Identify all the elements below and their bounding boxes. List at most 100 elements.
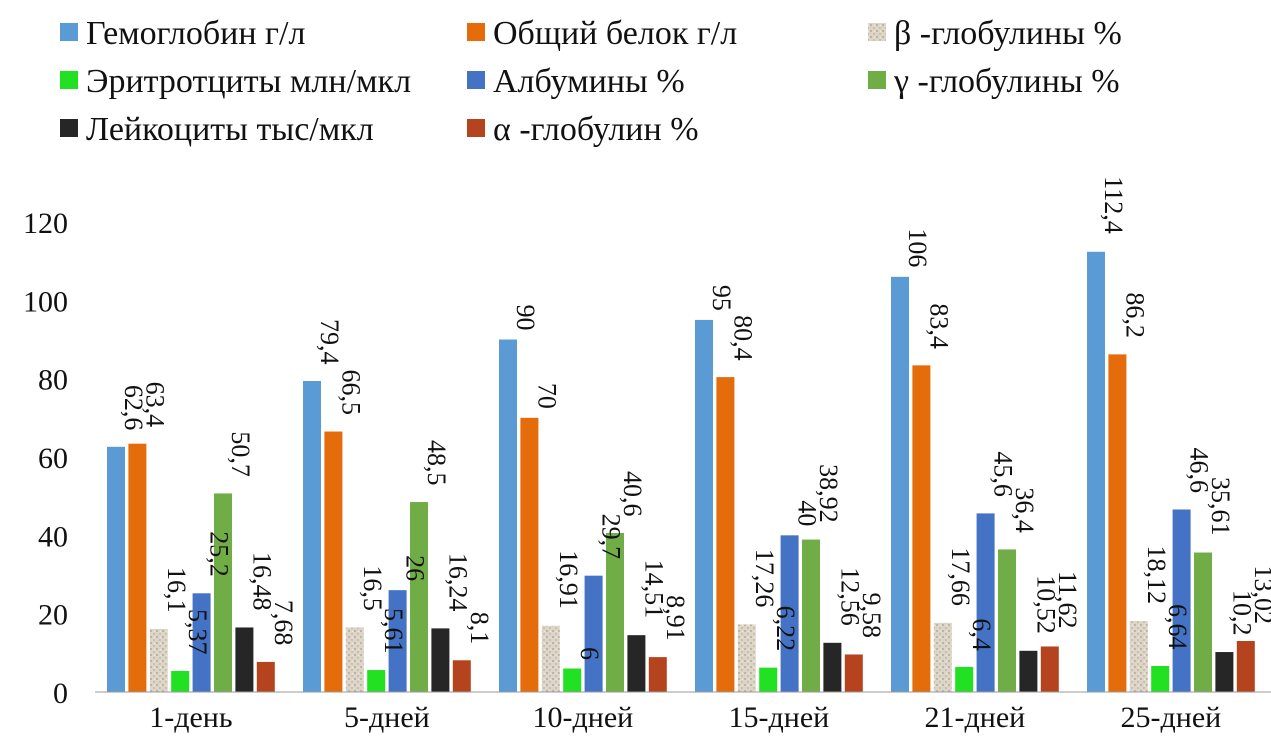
- data-label: 80,4: [728, 315, 757, 361]
- y-tick-label: 40: [38, 520, 68, 553]
- bar: [171, 670, 190, 692]
- bar: [149, 628, 168, 692]
- bar: [998, 549, 1016, 692]
- x-tick-label: 1-день: [149, 701, 232, 734]
- data-label: 70: [532, 383, 561, 409]
- data-label: 25,2: [205, 531, 234, 577]
- x-axis: 1-день 5-дней 10-дней 15-дней 21-дней 25-дней: [95, 691, 1271, 734]
- data-label: 14,51: [639, 560, 668, 619]
- bar: [759, 667, 778, 692]
- data-label: 8,91: [661, 595, 690, 641]
- legend-swatch: [868, 23, 886, 41]
- bar: [214, 493, 232, 692]
- y-tick-label: 80: [38, 364, 68, 397]
- bar: [499, 339, 517, 692]
- bar: [431, 628, 450, 692]
- bar: [520, 417, 539, 692]
- bar: [452, 660, 471, 692]
- bar: [780, 535, 799, 692]
- data-label: 16,24: [443, 553, 472, 612]
- data-label: 10,2: [1227, 590, 1256, 636]
- data-label: 17,26: [750, 549, 779, 608]
- bar: [912, 365, 931, 692]
- x-tick-label: 25-дней: [1121, 701, 1222, 734]
- bar: [695, 319, 713, 692]
- data-label: 40: [793, 500, 822, 526]
- data-label: 112,4: [1099, 176, 1128, 234]
- legend-swatch: [60, 71, 78, 89]
- x-tick-label: 21-дней: [925, 701, 1026, 734]
- data-label: 86,2: [1120, 292, 1149, 338]
- data-label: 12,56: [835, 567, 864, 626]
- legend: Гемоглобин г/л Общий белок г/л β -глобулин…: [60, 15, 1122, 148]
- data-label: 18,12: [1142, 546, 1171, 605]
- bar: [1172, 509, 1191, 692]
- legend-swatch: [60, 119, 78, 137]
- data-label: 79,4: [315, 319, 344, 365]
- data-label: 5,37: [183, 609, 212, 655]
- data-label: 16,91: [554, 550, 583, 609]
- data-label: 48,5: [422, 440, 451, 486]
- data-label: 40,6: [618, 471, 647, 517]
- data-label: 50,7: [226, 431, 255, 477]
- bar: [606, 532, 624, 692]
- legend-entry: γ -глобулины %: [893, 63, 1120, 100]
- data-label: 5,61: [379, 608, 408, 654]
- legend-entry: α -глобулин %: [493, 111, 699, 148]
- data-label: 13,02: [1249, 566, 1271, 625]
- bar: [367, 670, 386, 692]
- legend-swatch: [467, 71, 485, 89]
- legend-entry: Албумины %: [493, 63, 685, 100]
- bar: [563, 668, 582, 692]
- y-axis: 0 20 40 60 80 100 120: [23, 207, 68, 710]
- data-label: 17,66: [946, 547, 975, 606]
- bar: [1194, 552, 1212, 692]
- y-tick-label: 100: [23, 285, 68, 318]
- data-label: 10,52: [1031, 575, 1060, 634]
- legend-entry: Эритротциты млн/мкл: [86, 63, 411, 100]
- data-label: 66,5: [336, 370, 365, 416]
- bar: [976, 513, 995, 692]
- x-tick-label: 15-дней: [729, 701, 830, 734]
- bar: [1151, 665, 1170, 692]
- data-label: 38,92: [814, 464, 843, 523]
- data-label: 46,6: [1185, 447, 1214, 493]
- data-label: 29,7: [597, 514, 626, 560]
- bar: [1087, 251, 1105, 692]
- bar: [388, 590, 407, 692]
- bar: [802, 539, 820, 692]
- bar: [891, 276, 909, 692]
- bar: [933, 622, 952, 692]
- bar: [1236, 641, 1255, 692]
- legend-swatch: [467, 119, 485, 137]
- bar: [1129, 621, 1148, 692]
- data-label: 7,68: [269, 600, 298, 646]
- legend-swatch: [60, 23, 78, 41]
- bar: [955, 666, 974, 692]
- legend-swatch: [868, 71, 886, 89]
- bar: [128, 443, 147, 692]
- x-tick-label: 10-дней: [533, 701, 634, 734]
- legend-swatch: [467, 23, 485, 41]
- bar: [345, 627, 364, 692]
- data-label: 11,62: [1053, 571, 1082, 629]
- y-tick-label: 120: [23, 207, 68, 240]
- bar: [256, 661, 275, 692]
- y-tick-label: 60: [38, 442, 68, 475]
- data-label: 6: [575, 647, 604, 660]
- data-label: 62,6: [119, 385, 148, 431]
- bar: [1108, 354, 1127, 692]
- data-label: 6,22: [771, 606, 800, 652]
- bar: [627, 635, 646, 692]
- bar: [235, 627, 254, 692]
- bar: [107, 446, 125, 692]
- legend-entry: Общий белок г/л: [493, 15, 737, 52]
- data-label: 36,4: [1010, 487, 1039, 533]
- data-label: 16,48: [247, 552, 276, 611]
- data-label: 9,58: [857, 592, 886, 638]
- x-tick-label: 5-дней: [344, 701, 430, 734]
- bar: [584, 575, 603, 692]
- data-label: 83,4: [924, 303, 953, 349]
- bar: [716, 377, 735, 692]
- bar: [844, 654, 863, 692]
